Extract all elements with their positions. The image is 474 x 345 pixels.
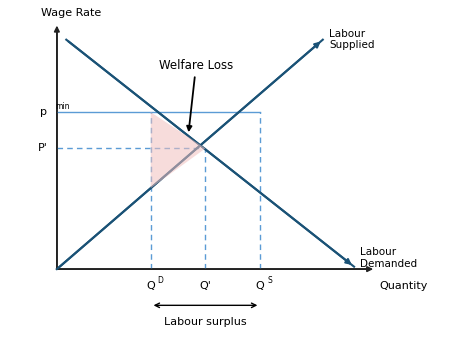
Text: min: min (55, 101, 70, 111)
Text: P': P' (37, 144, 47, 153)
Polygon shape (151, 112, 206, 188)
Text: Welfare Loss: Welfare Loss (159, 59, 233, 130)
Text: Q: Q (146, 281, 155, 291)
Text: S: S (267, 276, 272, 285)
Text: D: D (158, 276, 164, 285)
Text: Labour
Demanded: Labour Demanded (360, 247, 418, 269)
Text: Labour surplus: Labour surplus (164, 317, 247, 327)
Text: Q: Q (256, 281, 264, 291)
Text: Quantity: Quantity (379, 281, 428, 291)
Text: Wage Rate: Wage Rate (41, 8, 101, 18)
Text: Labour
Supplied: Labour Supplied (329, 29, 374, 50)
Text: Q': Q' (200, 281, 211, 291)
Text: p: p (40, 107, 47, 117)
